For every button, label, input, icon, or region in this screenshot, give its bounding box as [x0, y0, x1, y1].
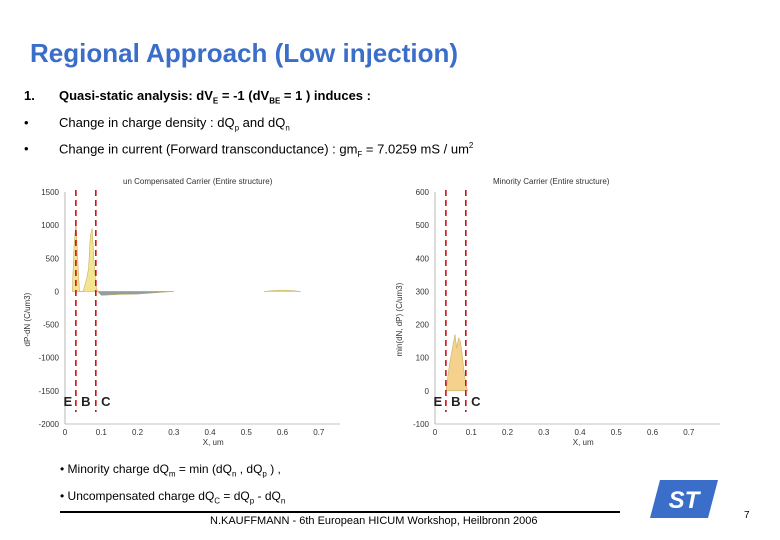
x-tick-label: 0.6 [647, 428, 659, 437]
bullet-text: Quasi-static analysis: dVE = -1 (dVBE = … [59, 88, 371, 106]
x-tick-label: 0.6 [277, 428, 289, 437]
y-tick-label: 300 [416, 287, 430, 296]
region-label-b: B [81, 394, 90, 409]
x-tick-label: 0.3 [168, 428, 180, 437]
chart-title: Minority Carrier (Entire structure) [493, 177, 610, 186]
y-tick-label: -1500 [39, 387, 60, 396]
x-tick-label: 0.5 [611, 428, 623, 437]
y-tick-label: -1000 [39, 354, 60, 363]
y-tick-label: 0 [55, 287, 60, 296]
bullet-marker: • [24, 141, 29, 156]
series-area-minority [445, 334, 468, 392]
y-tick-label: 500 [416, 221, 430, 230]
footer-divider [60, 511, 620, 513]
y-axis-label: min(dN, dP) (C/um3) [395, 282, 404, 356]
x-tick-label: 0.7 [313, 428, 325, 437]
svg-text:ST: ST [669, 487, 702, 514]
minority-carrier-chart: Minority Carrier (Entire structure)-1000… [395, 177, 720, 447]
uncompensated-carrier-chart: un Compensated Carrier (Entire structure… [23, 177, 340, 447]
y-tick-label: 200 [416, 321, 430, 330]
bullet-marker: • [24, 115, 29, 130]
bullet-marker: 1. [24, 88, 35, 103]
chart-title: un Compensated Carrier (Entire structure… [123, 177, 273, 186]
y-tick-label: -100 [413, 420, 430, 429]
slide-title: Regional Approach (Low injection) [30, 38, 459, 68]
y-tick-label: 400 [416, 254, 430, 263]
st-logo: ST [650, 480, 718, 518]
uncompensated-charge-note: • Uncompensated charge dQC = dQp - dQn [60, 489, 286, 506]
region-label-c: C [471, 394, 481, 409]
x-tick-label: 0.4 [574, 428, 586, 437]
region-label-e: E [64, 394, 73, 409]
y-tick-label: 0 [425, 387, 430, 396]
x-tick-label: 0.1 [466, 428, 478, 437]
y-tick-label: -2000 [39, 420, 60, 429]
footer-text: N.KAUFFMANN - 6th European HICUM Worksho… [210, 515, 538, 527]
y-tick-label: 100 [416, 354, 430, 363]
x-axis-label: X, um [573, 438, 594, 447]
page-number: 7 [744, 510, 750, 521]
region-label-b: B [451, 394, 460, 409]
y-axis-label: dP-dN (C/um3) [23, 292, 32, 346]
x-tick-label: 0 [63, 428, 68, 437]
x-tick-label: 0.5 [241, 428, 253, 437]
bullet-text: Change in current (Forward transconducta… [59, 141, 474, 159]
y-tick-label: 600 [416, 188, 430, 197]
series-area-small-bump [264, 289, 301, 292]
y-tick-label: 1000 [41, 221, 59, 230]
x-tick-label: 0 [433, 428, 438, 437]
x-tick-label: 0.7 [683, 428, 695, 437]
x-tick-label: 0.1 [96, 428, 108, 437]
region-label-c: C [101, 394, 111, 409]
minority-charge-note: • Minority charge dQm = min (dQn , dQp )… [60, 462, 281, 479]
bullet-text: Change in charge density : dQp and dQn [59, 115, 290, 133]
y-tick-label: -500 [43, 321, 60, 330]
x-tick-label: 0.4 [204, 428, 216, 437]
x-tick-label: 0.2 [502, 428, 514, 437]
x-tick-label: 0.3 [538, 428, 550, 437]
x-axis-label: X, um [203, 438, 224, 447]
series-area-negative [97, 291, 174, 296]
y-tick-label: 1500 [41, 188, 59, 197]
region-label-e: E [434, 394, 443, 409]
x-tick-label: 0.2 [132, 428, 144, 437]
y-tick-label: 500 [46, 254, 60, 263]
